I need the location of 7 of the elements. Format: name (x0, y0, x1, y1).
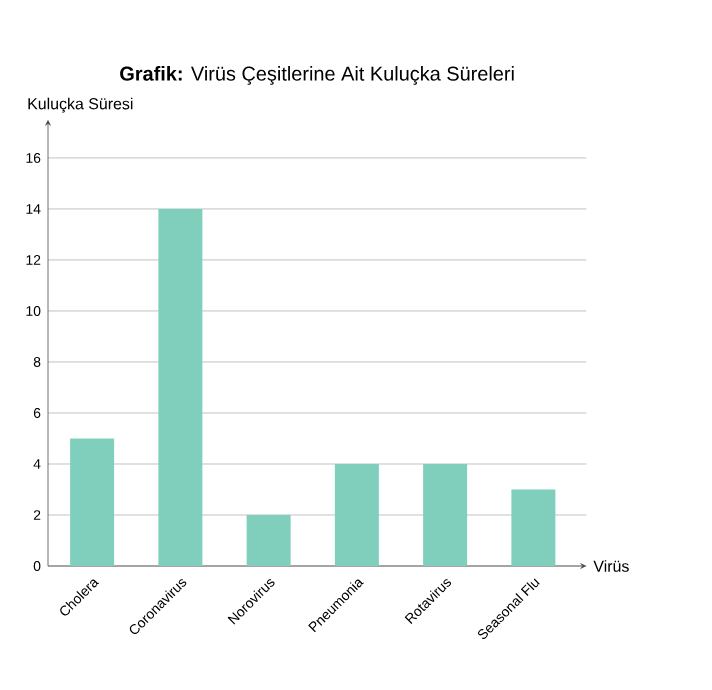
bar (70, 438, 115, 566)
bar (423, 463, 468, 566)
bar (511, 489, 556, 566)
chart-title: Grafik: Virüs Çeşitlerine Ait Kuluçka Süreleri (120, 66, 514, 85)
bar (158, 208, 203, 566)
bar (246, 514, 291, 566)
bar (334, 463, 379, 566)
